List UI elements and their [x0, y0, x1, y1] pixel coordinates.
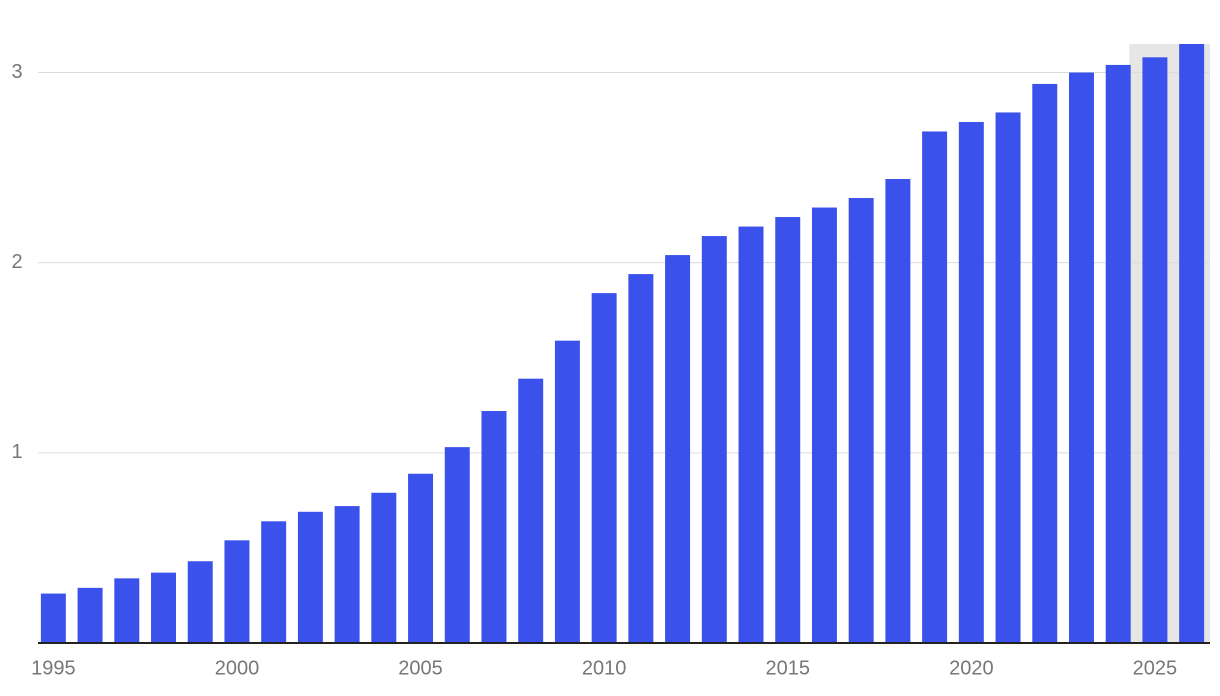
- bar: [444, 447, 470, 643]
- bar: [995, 112, 1021, 643]
- x-tick-label: 2020: [949, 657, 994, 679]
- x-tick-label: 2005: [398, 657, 443, 679]
- bar: [187, 561, 213, 643]
- x-tick-label: 2025: [1133, 657, 1178, 679]
- bar: [371, 492, 397, 643]
- bar: [885, 179, 911, 643]
- bar: [481, 411, 507, 643]
- bar: [77, 587, 103, 643]
- x-tick-label: 2015: [765, 657, 810, 679]
- bar: [151, 572, 176, 643]
- bar: [958, 121, 984, 643]
- y-tick-label: 2: [11, 251, 22, 273]
- bar: [811, 207, 837, 644]
- bar: [1032, 83, 1058, 643]
- x-tick-label: 1995: [31, 657, 76, 679]
- y-tick-label: 1: [11, 441, 22, 463]
- bar: [1105, 64, 1131, 643]
- bar: [738, 226, 764, 644]
- bar: [297, 511, 323, 643]
- bar: [224, 540, 250, 643]
- bar: [701, 236, 727, 644]
- bar: [848, 198, 874, 643]
- bar: [1069, 72, 1094, 644]
- x-tick-label: 2010: [582, 657, 627, 679]
- bar: [665, 255, 691, 644]
- y-tick-label: 3: [11, 61, 22, 83]
- bar: [1179, 44, 1205, 643]
- bar: [591, 293, 617, 643]
- bar: [40, 593, 66, 643]
- bar: [922, 131, 948, 643]
- bar: [554, 340, 580, 643]
- bar: [518, 378, 544, 643]
- bar: [628, 274, 654, 643]
- bar: [114, 578, 140, 643]
- bar: [1142, 57, 1168, 644]
- bar: [334, 506, 360, 643]
- bar: [775, 217, 801, 644]
- bar: [408, 473, 434, 643]
- x-tick-label: 2000: [215, 657, 260, 679]
- bar: [261, 521, 287, 643]
